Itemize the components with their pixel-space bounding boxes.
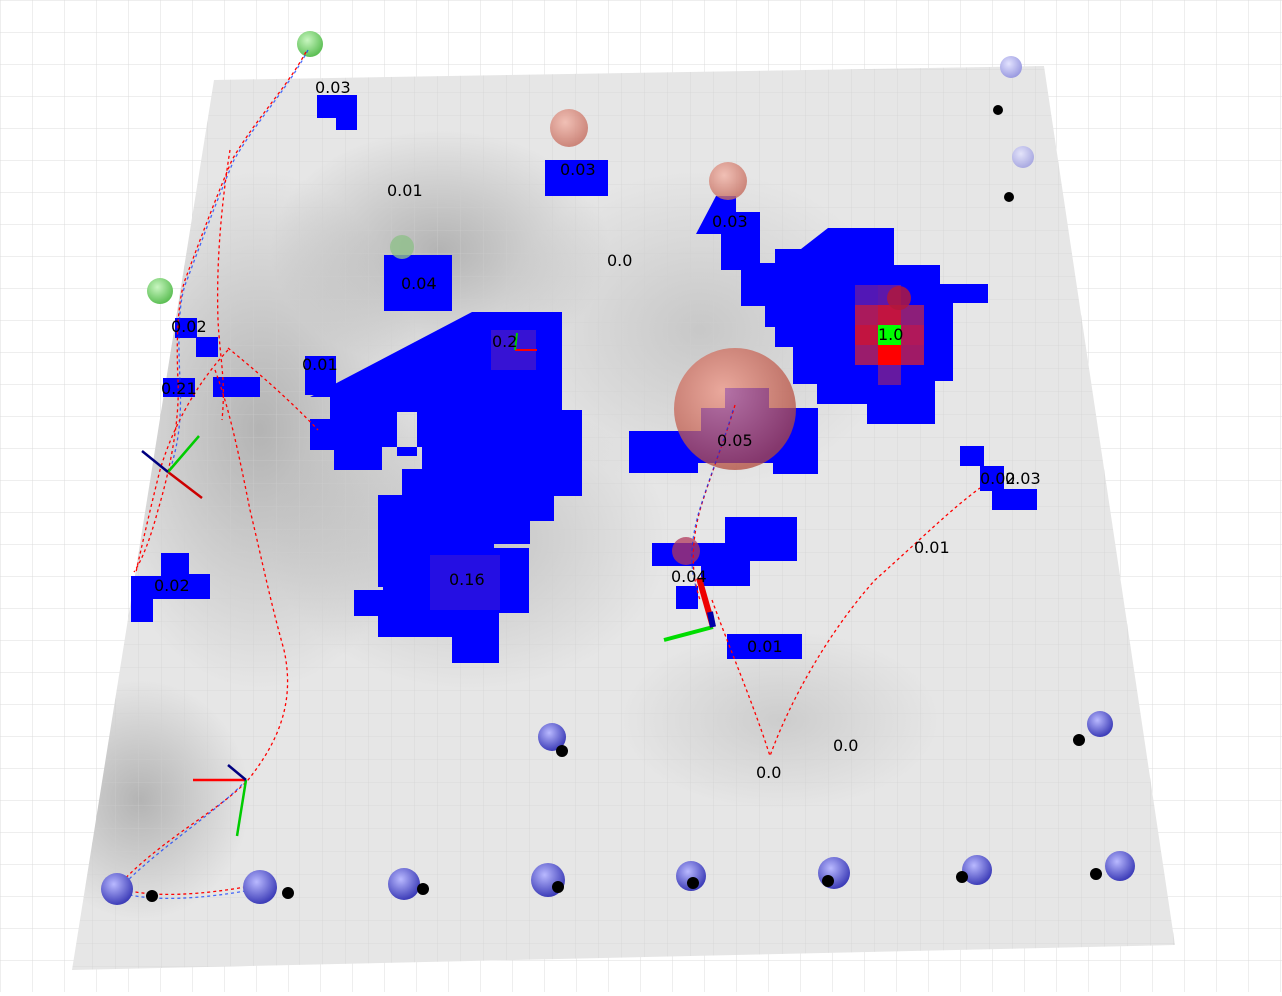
axes-triad-icon [141,435,203,499]
heat-cells [430,285,924,610]
waypoint-dots [146,105,1102,902]
goal-sphere-icon [550,109,588,147]
value-label: 0.04 [671,567,707,586]
occupied-cell-cluster [652,517,797,586]
occupied-cell-cluster [310,312,582,587]
value-label: 0.0 [607,251,632,270]
value-label: 0.01 [747,637,783,656]
robot-sphere-icon [388,868,420,900]
occupied-cell-cluster [213,377,260,397]
value-label: 0.03 [560,160,596,179]
occupied-cell-cluster [163,378,195,397]
occupied-cell-cluster [676,586,698,609]
occupied-cell-cluster [960,446,1037,510]
occupied-cell-cluster [354,548,529,663]
value-label: 0.03 [315,78,351,97]
value-labels: 0.03 0.03 0.01 0.03 0.0 0.04 0.02 0.2 1.… [154,78,1041,782]
occupied-cell-cluster [196,337,218,357]
value-label: 0.0 [833,736,858,755]
axes-triad-icon [193,764,248,837]
robot-sphere-icon [538,723,566,751]
value-label: 0.02 [171,317,207,336]
value-label: 0.21 [161,379,197,398]
visited-sphere-icon [297,31,323,57]
goal-markers [550,109,911,565]
value-label: 0.03 [1005,469,1041,488]
value-label: 0.0 [756,763,781,782]
axes-triad-icon [514,332,537,351]
goal-sphere-icon [887,286,911,310]
robot-sphere-icon [243,870,277,904]
visited-sphere-icon [390,235,414,259]
robot-sphere-icon [1000,56,1022,78]
occupied-cell-cluster [305,356,336,395]
visited-markers [147,31,414,304]
value-label: 0.02 [980,469,1016,488]
axes-triad-icon [663,577,716,642]
value-label: 0.02 [154,576,190,595]
occupied-cell-cluster [317,95,357,130]
robot-sphere-icon [1012,146,1034,168]
occupied-cell-cluster [545,160,608,196]
value-label: 0.16 [449,570,485,589]
goal-sphere-icon [709,162,747,200]
value-label: 0.04 [401,274,437,293]
robot-sphere-icon [818,857,850,889]
value-label: 0.05 [717,431,753,450]
planned-paths [117,49,981,900]
goal-sphere-icon [672,537,700,565]
goal-sphere-icon [674,348,796,470]
value-label: 1.0 [878,325,903,344]
value-label: 0.01 [387,181,423,200]
robot-sphere-icon [1087,711,1113,737]
target-cell [878,325,901,345]
value-label: 0.01 [302,355,338,374]
robot-sphere-icon [962,855,992,885]
occupied-cell-cluster [410,520,470,544]
occupied-cell-cluster [131,553,210,622]
occupied-cell-cluster [175,318,197,338]
occupied-cell-cluster [384,255,452,311]
value-label: 0.2 [492,332,517,351]
occupied-cell-cluster [727,634,802,659]
robot-sphere-icon [1105,851,1135,881]
value-label: 0.01 [914,538,950,557]
robot-sphere-icon [101,873,133,905]
visited-sphere-icon [147,278,173,304]
value-label: 0.03 [712,212,748,231]
